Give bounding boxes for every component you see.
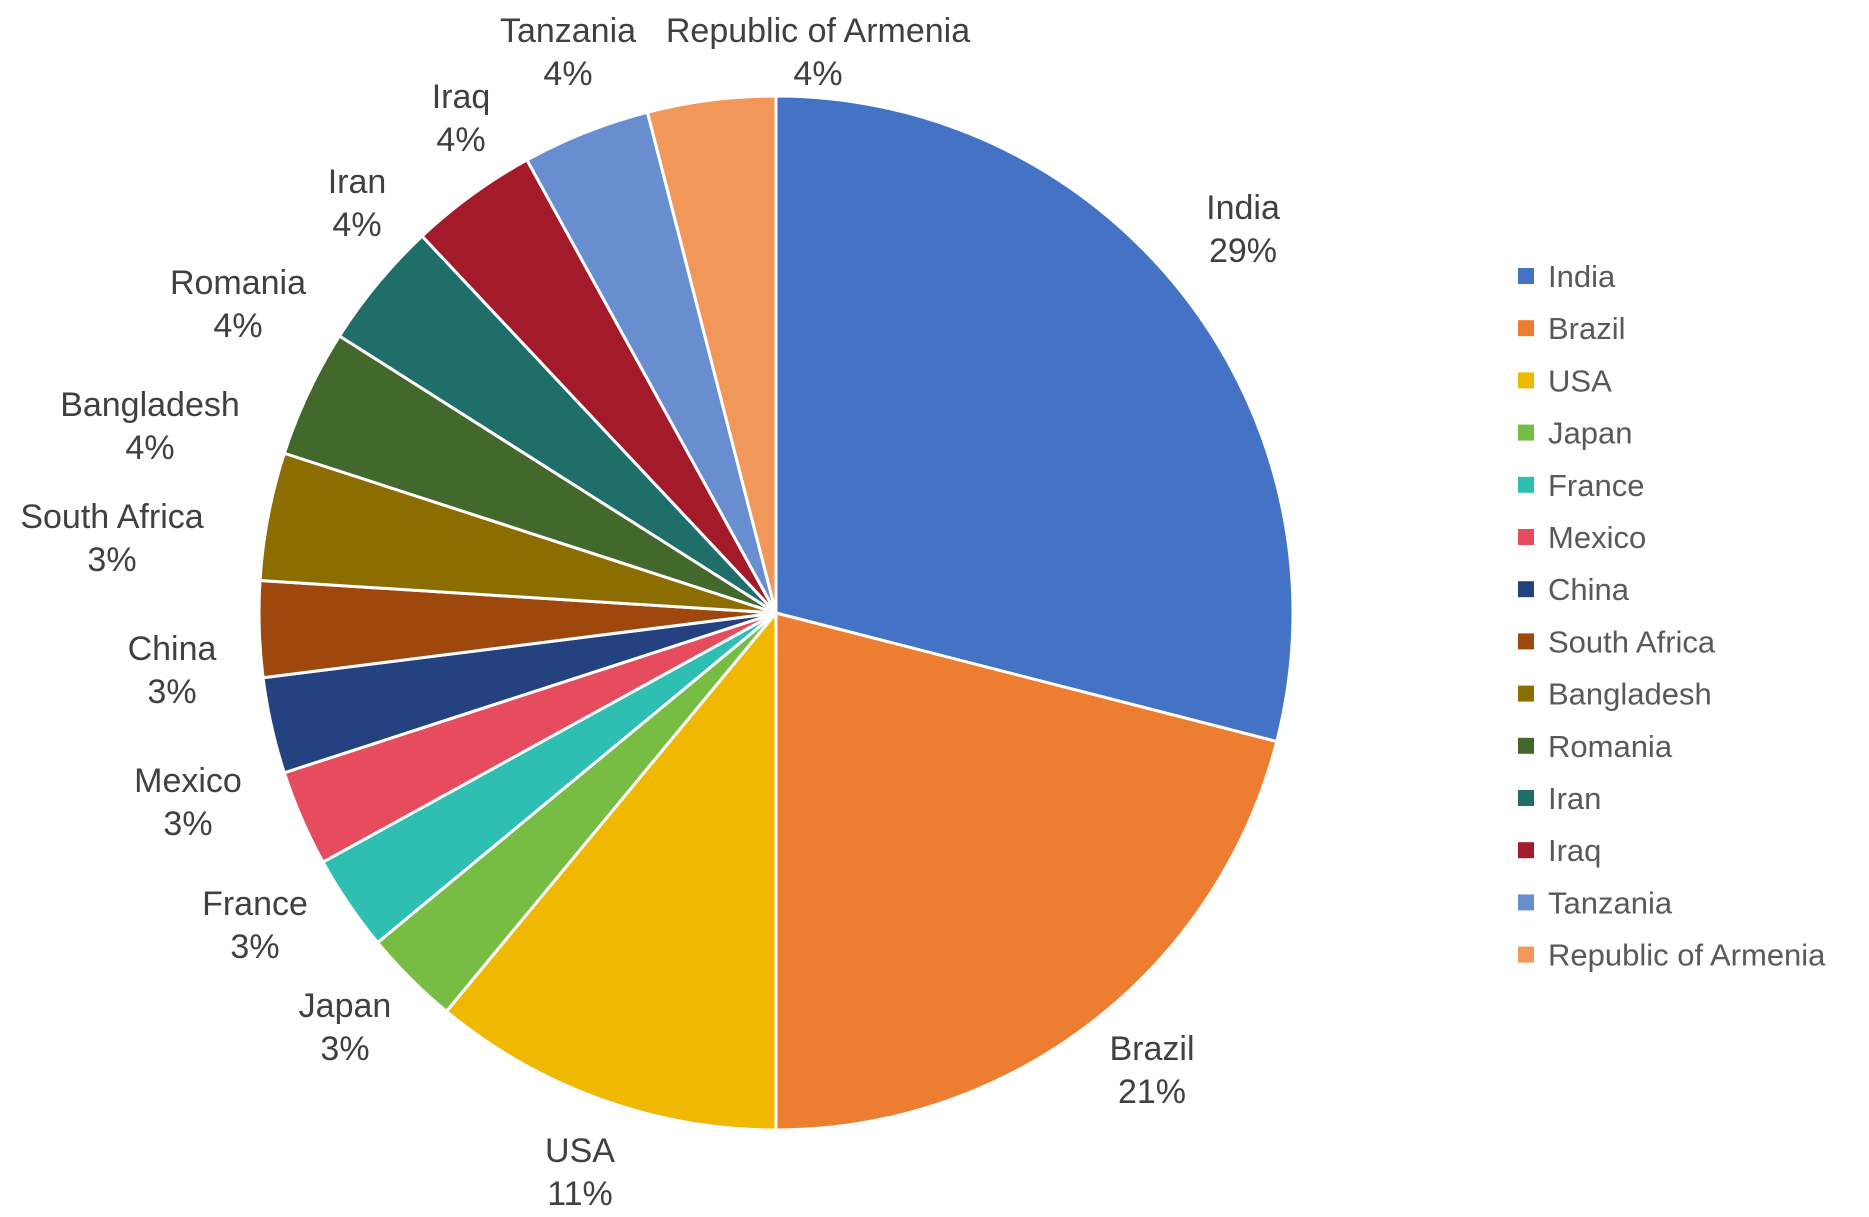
data-label-category: South Africa	[20, 498, 203, 536]
data-label-category: Bangladesh	[60, 386, 240, 424]
legend-item-brazil: Brazil	[1518, 311, 1626, 346]
data-label-india: India 29%	[1206, 189, 1280, 270]
legend-label: Japan	[1548, 416, 1632, 451]
legend-label: Tanzania	[1548, 885, 1673, 920]
data-label-category: Romania	[170, 264, 306, 302]
legend-label: France	[1548, 468, 1644, 503]
data-label-usa: USA 11%	[545, 1132, 615, 1213]
data-label-category: Iran	[328, 163, 387, 201]
legend-swatch	[1518, 790, 1534, 806]
legend-item-romania: Romania	[1518, 729, 1673, 764]
legend-swatch	[1518, 685, 1534, 702]
legend-item-tanzania: Tanzania	[1518, 885, 1673, 920]
data-label-brazil: Brazil 21%	[1109, 1030, 1194, 1111]
data-label-bangladesh: Bangladesh 4%	[60, 386, 240, 467]
legend-label: South Africa	[1548, 624, 1716, 659]
data-label-iran: Iran 4%	[328, 163, 387, 244]
legend-label: Iraq	[1548, 833, 1601, 868]
data-label-percent: 21%	[1118, 1073, 1186, 1111]
legend-label: Iran	[1548, 781, 1601, 816]
data-label-percent: 3%	[163, 805, 212, 843]
legend-item-japan: Japan	[1518, 416, 1632, 451]
legend-label: Romania	[1548, 729, 1673, 764]
legend-label: China	[1548, 572, 1630, 607]
data-label-percent: 3%	[87, 541, 136, 579]
legend-item-usa: USA	[1518, 363, 1612, 398]
data-label-percent: 29%	[1209, 232, 1277, 270]
legend-swatch	[1518, 842, 1534, 859]
legend-swatch	[1518, 476, 1534, 493]
data-label-iraq: Iraq 4%	[432, 78, 491, 159]
data-label-percent: 3%	[320, 1030, 369, 1068]
legend-item-iran: Iran	[1518, 781, 1601, 816]
data-label-tanzania: Tanzania 4%	[500, 12, 636, 93]
legend-item-iraq: Iraq	[1518, 833, 1601, 868]
data-label-percent: 4%	[332, 206, 381, 244]
slice-labels: India 29%Brazil 21%USA 11%Japan 3%France 3%Me…	[20, 12, 1280, 1213]
legend-item-republic-of-armenia: Republic of Armenia	[1518, 938, 1826, 973]
data-label-republic-of-armenia: Republic of Armenia 4%	[666, 12, 970, 93]
data-label-percent: 11%	[547, 1175, 613, 1213]
legend-label: Bangladesh	[1548, 677, 1712, 712]
legend-swatch	[1518, 581, 1534, 598]
data-label-percent: 4%	[436, 121, 485, 159]
data-label-category: Tanzania	[500, 12, 636, 50]
legend-item-france: France	[1518, 468, 1644, 503]
data-label-category: Brazil	[1109, 1030, 1194, 1068]
legend-swatch	[1518, 372, 1534, 389]
data-label-category: France	[202, 885, 308, 923]
data-label-percent: 3%	[147, 673, 196, 711]
data-label-japan: Japan 3%	[299, 987, 392, 1068]
data-label-category: China	[128, 630, 217, 668]
data-label-percent: 4%	[125, 429, 174, 467]
legend-item-south-africa: South Africa	[1518, 624, 1716, 659]
data-label-category: India	[1206, 189, 1280, 227]
legend-label: USA	[1548, 363, 1612, 398]
pie-slice-brazil	[774, 611, 1279, 1132]
legend-swatch	[1518, 894, 1534, 911]
data-label-percent: 3%	[230, 928, 279, 966]
data-label-category: Republic of Armenia	[666, 12, 970, 50]
legend-swatch	[1518, 737, 1534, 754]
legend-item-india: India	[1518, 259, 1616, 294]
legend-label: Brazil	[1548, 311, 1626, 346]
data-label-mexico: Mexico 3%	[134, 762, 242, 843]
legend-swatch	[1518, 320, 1534, 337]
legend-swatch	[1518, 946, 1534, 963]
pie-slice-india	[774, 94, 1295, 744]
data-label-south-africa: South Africa 3%	[20, 498, 203, 579]
data-label-category: Mexico	[134, 762, 242, 800]
legend-label: Republic of Armenia	[1548, 938, 1826, 973]
legend-label: Mexico	[1548, 520, 1646, 555]
pie-slice-republic-of-armenia	[645, 94, 778, 615]
pie-slice-usa	[444, 611, 778, 1132]
legend-swatch	[1518, 424, 1534, 441]
pie-slices	[257, 94, 1295, 1132]
legend-label: India	[1548, 259, 1616, 294]
legend-swatch	[1518, 268, 1534, 284]
legend-item-mexico: Mexico	[1518, 520, 1646, 555]
data-label-percent: 4%	[213, 307, 262, 345]
legend-item-bangladesh: Bangladesh	[1518, 677, 1712, 712]
data-label-percent: 4%	[543, 55, 592, 93]
legend-swatch	[1518, 529, 1534, 545]
legend-item-china: China	[1518, 572, 1630, 607]
data-label-percent: 4%	[793, 55, 842, 93]
data-label-category: Iraq	[432, 78, 491, 116]
data-label-category: USA	[545, 1132, 615, 1170]
data-label-france: France 3%	[202, 885, 308, 966]
legend: India Brazil USA Japan France Mexico China Sout…	[1518, 259, 1826, 973]
data-label-romania: Romania 4%	[170, 264, 306, 345]
data-label-category: Japan	[299, 987, 392, 1025]
legend-swatch	[1518, 633, 1534, 650]
data-label-china: China 3%	[128, 630, 217, 711]
